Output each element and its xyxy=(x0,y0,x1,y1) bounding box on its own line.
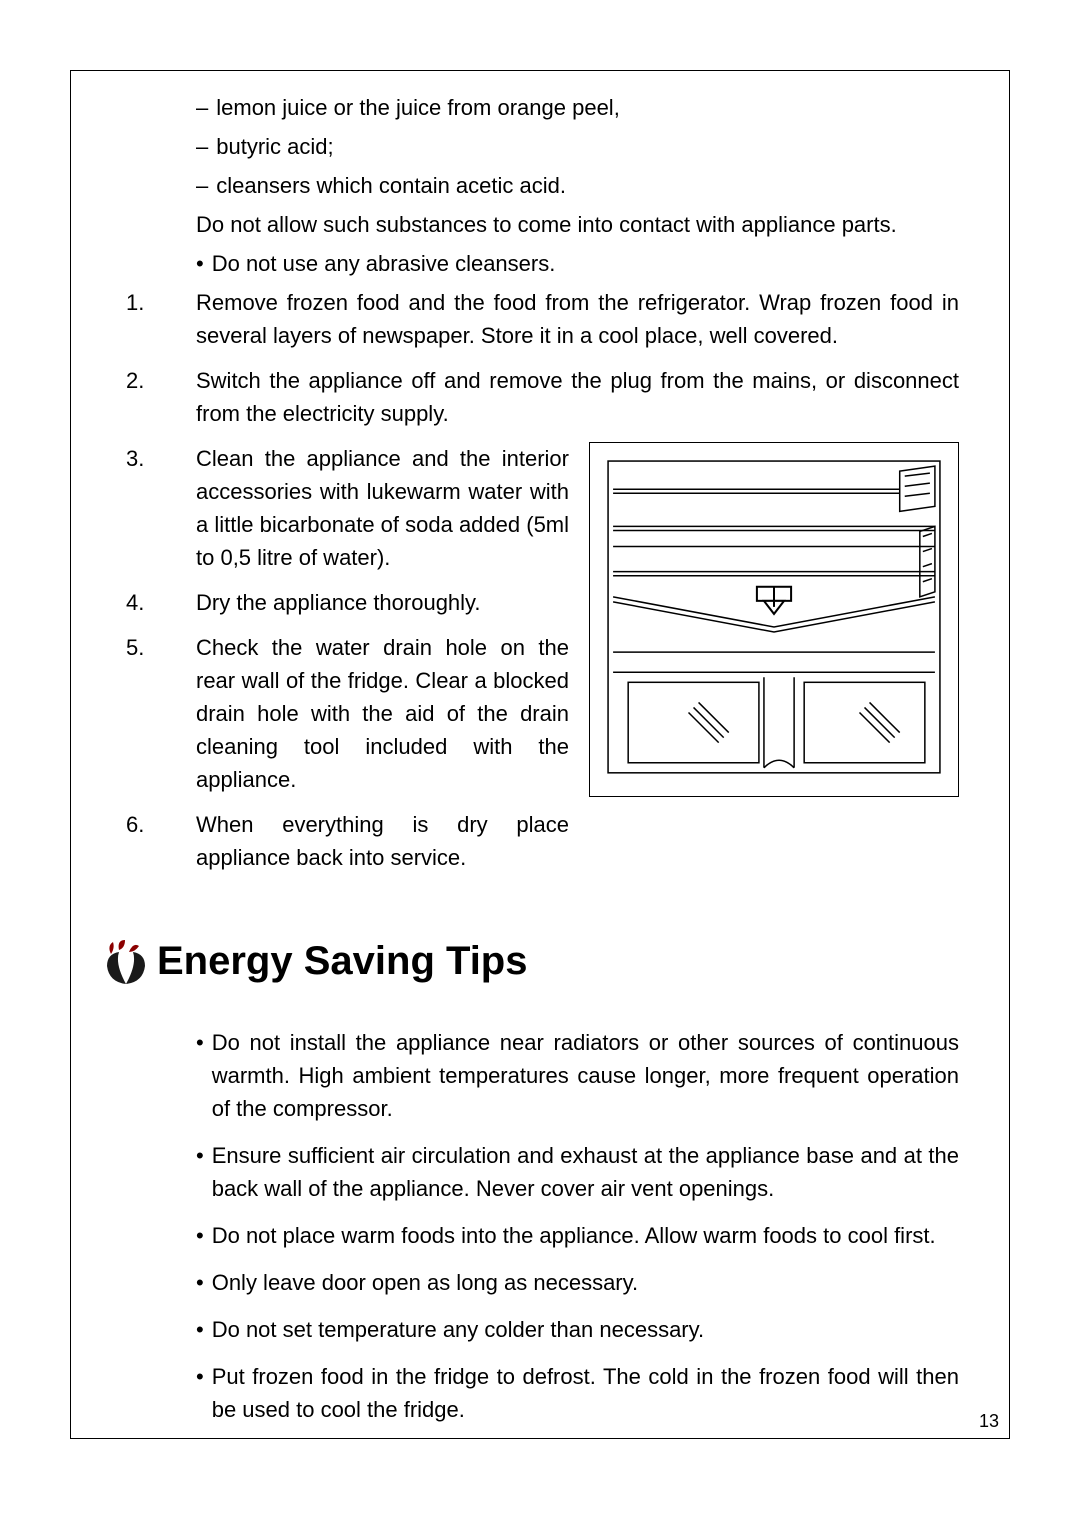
numbered-item: 5. Check the water drain hole on the rea… xyxy=(101,631,569,796)
dash-marker: – xyxy=(196,130,208,163)
item-number: 3. xyxy=(101,442,196,574)
bullet-marker: • xyxy=(196,1266,204,1299)
dash-text: cleansers which contain acetic acid. xyxy=(216,169,566,202)
item-text: Switch the appliance off and remove the … xyxy=(196,364,959,430)
item-text: Dry the appliance thoroughly. xyxy=(196,586,569,619)
dash-text: butyric acid; xyxy=(216,130,333,163)
dash-marker: – xyxy=(196,169,208,202)
item-text: When everything is dry place appliance b… xyxy=(196,808,569,874)
dash-list: – lemon juice or the juice from orange p… xyxy=(101,91,959,202)
item-text: Remove frozen food and the food from the… xyxy=(196,286,959,352)
warning-text: Do not allow such substances to come int… xyxy=(196,208,959,241)
bullet-marker: • xyxy=(196,1139,204,1205)
numbered-item: 6. When everything is dry place applianc… xyxy=(101,808,569,874)
tip-text: Do not set temperature any colder than n… xyxy=(212,1313,704,1346)
item-text: Check the water drain hole on the rear w… xyxy=(196,631,569,796)
dash-text: lemon juice or the juice from orange pee… xyxy=(216,91,620,124)
wrapped-text-column: 3. Clean the appliance and the interior … xyxy=(101,442,569,886)
item-text: Clean the appliance and the interior acc… xyxy=(196,442,569,574)
tip-text: Do not install the appliance near radiat… xyxy=(212,1026,959,1125)
dash-marker: – xyxy=(196,91,208,124)
page-frame: – lemon juice or the juice from orange p… xyxy=(70,70,1010,1439)
bullet-text: Do not use any abrasive cleansers. xyxy=(212,247,556,280)
tip-text: Only leave door open as long as necessar… xyxy=(212,1266,638,1299)
dash-item: – butyric acid; xyxy=(101,130,959,163)
bullet-item: • Do not use any abrasive cleansers. xyxy=(196,247,959,280)
fridge-interior-icon xyxy=(598,451,950,783)
tip-item: • Do not install the appliance near radi… xyxy=(196,1026,959,1125)
tip-text: Ensure sufficient air circulation and ex… xyxy=(212,1139,959,1205)
tip-item: • Only leave door open as long as necess… xyxy=(196,1266,959,1299)
item-number: 4. xyxy=(101,586,196,619)
tip-text: Do not place warm foods into the applian… xyxy=(212,1219,936,1252)
fridge-diagram xyxy=(589,442,959,797)
tip-item: • Put frozen food in the fridge to defro… xyxy=(196,1360,959,1426)
tip-text: Put frozen food in the fridge to defrost… xyxy=(212,1360,959,1426)
heading-row: Energy Saving Tips xyxy=(101,936,959,986)
section-heading: Energy Saving Tips xyxy=(157,939,528,984)
eco-leaf-icon xyxy=(101,936,151,986)
bullet-marker: • xyxy=(196,1360,204,1426)
tip-item: • Do not place warm foods into the appli… xyxy=(196,1219,959,1252)
numbered-item: 4. Dry the appliance thoroughly. xyxy=(101,586,569,619)
dash-item: – cleansers which contain acetic acid. xyxy=(101,169,959,202)
numbered-item: 1. Remove frozen food and the food from … xyxy=(101,286,959,352)
item-number: 6. xyxy=(101,808,196,874)
item-number: 2. xyxy=(101,364,196,430)
dash-item: – lemon juice or the juice from orange p… xyxy=(101,91,959,124)
diagram-column xyxy=(589,442,959,886)
bullet-marker: • xyxy=(196,1026,204,1125)
numbered-item: 2. Switch the appliance off and remove t… xyxy=(101,364,959,430)
item-number: 1. xyxy=(101,286,196,352)
page-number: 13 xyxy=(979,1411,999,1432)
bullet-marker: • xyxy=(196,1219,204,1252)
tip-item: • Do not set temperature any colder than… xyxy=(196,1313,959,1346)
bullet-marker: • xyxy=(196,1313,204,1346)
numbered-item: 3. Clean the appliance and the interior … xyxy=(101,442,569,574)
bullet-marker: • xyxy=(196,247,204,280)
tip-item: • Ensure sufficient air circulation and … xyxy=(196,1139,959,1205)
tips-list: • Do not install the appliance near radi… xyxy=(101,1026,959,1426)
wrapped-section: 3. Clean the appliance and the interior … xyxy=(101,442,959,886)
item-number: 5. xyxy=(101,631,196,796)
numbered-list-full: 1. Remove frozen food and the food from … xyxy=(101,286,959,430)
